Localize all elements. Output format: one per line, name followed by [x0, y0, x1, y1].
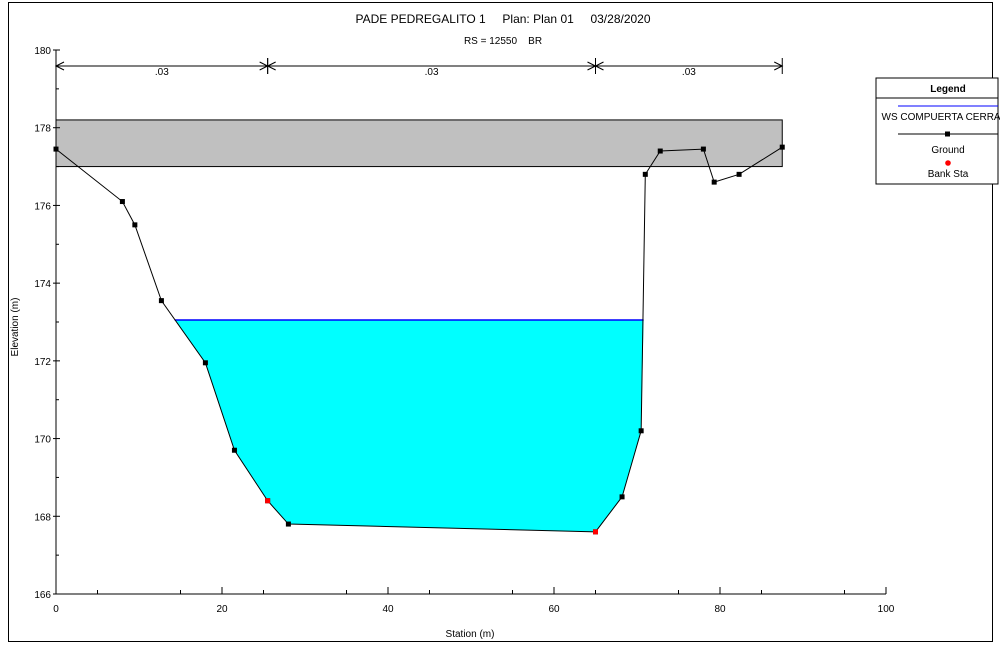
legend-ground-marker-icon [945, 131, 950, 137]
y-tick-label: 174 [34, 279, 51, 290]
ground-point [202, 360, 208, 366]
chart-frame [8, 2, 993, 642]
ground-point [638, 428, 644, 434]
y-axis-label: Elevation (m) [10, 298, 21, 357]
manning-arrow-left [54, 61, 65, 71]
ground-point [711, 179, 717, 185]
legend-bank-label: Bank Sta [928, 169, 969, 180]
legend-bank-marker-icon [945, 160, 951, 166]
water-area [174, 320, 644, 532]
y-tick-label: 178 [34, 124, 51, 135]
legend: Legend WS COMPUERTA CERRADA Ground Bank … [875, 77, 1000, 185]
y-tick-label: 166 [34, 590, 51, 601]
ground-point [158, 298, 164, 304]
ground-point [700, 146, 706, 152]
ground-point [619, 494, 625, 500]
ground-point [657, 148, 663, 154]
ground-point [779, 144, 785, 150]
y-tick-label: 180 [34, 46, 51, 57]
manning-arrow-right [774, 61, 784, 71]
y-tick-label: 176 [34, 201, 51, 212]
x-tick-label: 0 [53, 604, 59, 615]
x-tick-label: 60 [548, 604, 560, 615]
chart-subtitle: RS = 12550 BR [464, 36, 542, 47]
ground-point [285, 521, 291, 527]
bank-station-marker [265, 498, 271, 504]
legend-box [875, 77, 999, 185]
plot-area: 0 20 40 60 80 100 166 168 170 172 174 176 178 180 .03.… [34, 46, 894, 615]
legend-title: Legend [930, 84, 966, 95]
manning-arrow-left [594, 61, 604, 71]
x-tick-label: 100 [878, 604, 895, 615]
ground-point [736, 171, 742, 177]
legend-ws-label: WS COMPUERTA CERRADA [882, 112, 1000, 123]
x-tick-label: 40 [382, 604, 394, 615]
manning-n-label: .03 [155, 67, 169, 78]
manning-arrow-left [266, 61, 276, 71]
x-axis-label: Station (m) [446, 629, 495, 640]
y-tick-label: 170 [34, 435, 51, 446]
legend-ground-label: Ground [931, 145, 964, 156]
ground-point [132, 222, 138, 228]
manning-n-label: .03 [425, 67, 439, 78]
x-tick-label: 80 [714, 604, 726, 615]
manning-n-label: .03 [682, 67, 696, 78]
ground-point [642, 171, 648, 177]
y-tick-label: 168 [34, 512, 51, 523]
chart-title: PADE PEDREGALITO 1 Plan: Plan 01 03/28/2… [355, 12, 650, 26]
y-tick-label: 172 [34, 357, 51, 368]
ground-point [231, 447, 237, 453]
x-tick-label: 20 [216, 604, 228, 615]
bank-station-marker [593, 529, 598, 535]
bridge-deck [55, 119, 783, 168]
ground-point [119, 199, 125, 205]
